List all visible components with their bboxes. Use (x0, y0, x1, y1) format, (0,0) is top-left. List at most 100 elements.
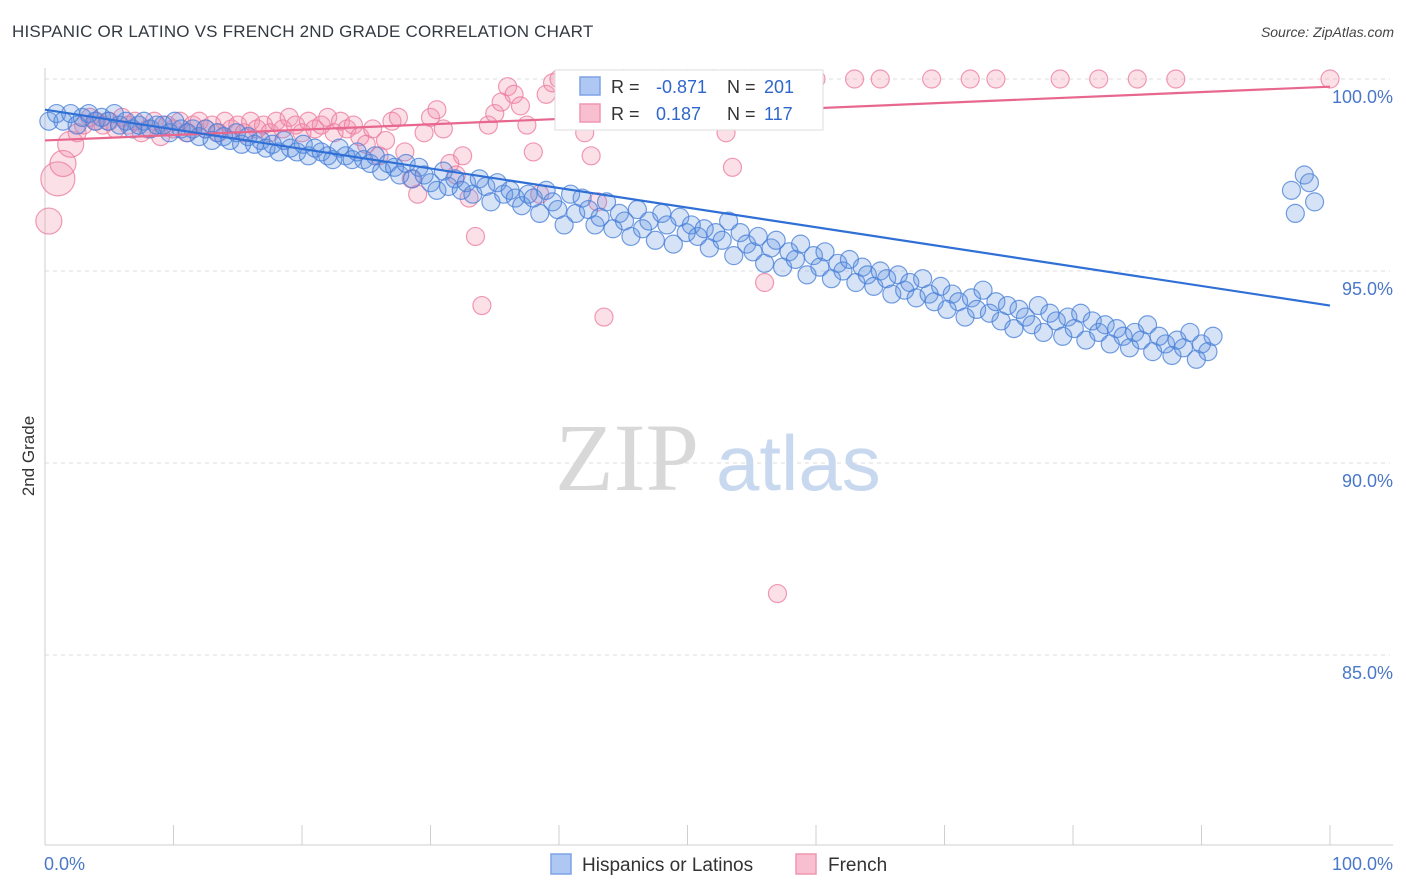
point-hispanic (1198, 342, 1218, 362)
point-hispanic (329, 138, 349, 158)
legend-french-swatch (795, 853, 817, 875)
point-hispanic (1082, 311, 1102, 331)
point-hispanic (961, 288, 982, 308)
point-hispanic (1281, 180, 1302, 200)
point-french (1127, 69, 1147, 89)
point-hispanic (1033, 322, 1054, 343)
point-hispanic (810, 257, 830, 277)
legend-blue-swatch (579, 76, 601, 96)
point-french (922, 69, 942, 89)
point-french (35, 207, 63, 235)
point-hispanic (1015, 307, 1036, 327)
point-hispanic (621, 226, 641, 247)
point-hispanic (445, 169, 465, 189)
point-hispanic (1071, 303, 1091, 323)
point-hispanic (554, 215, 574, 235)
point-french (1050, 69, 1070, 89)
legend-series: Hispanics or Latinos French (550, 853, 887, 876)
point-hispanic (986, 292, 1006, 312)
point-hispanic (815, 242, 835, 262)
point-hispanic (1191, 334, 1212, 354)
legend-pink-n-value: 117 (764, 104, 793, 124)
point-hispanic (1180, 322, 1200, 343)
point-hispanic (724, 246, 744, 266)
point-hispanic (1040, 303, 1060, 323)
point-french (215, 111, 235, 131)
point-french (343, 115, 363, 135)
point-hispanic (785, 249, 806, 270)
point-hispanic (870, 261, 890, 281)
point-hispanic (414, 165, 434, 185)
point-hispanic (937, 299, 957, 319)
point-hispanic (1009, 299, 1029, 319)
point-hispanic (790, 234, 811, 254)
point-hispanic (1304, 192, 1325, 212)
chart-title: HISPANIC OR LATINO VS FRENCH 2ND GRADE C… (12, 22, 594, 41)
legend-blue-r-label: R = (611, 77, 640, 97)
point-french (375, 130, 396, 151)
legend-blue-r-value: -0.871 (656, 77, 707, 97)
point-hispanic (766, 230, 786, 250)
point-hispanic (719, 211, 739, 231)
point-hispanic (1137, 315, 1158, 335)
point-hispanic (942, 284, 962, 304)
point-hispanic (518, 184, 538, 204)
point-hispanic (730, 223, 750, 243)
point-french (498, 77, 518, 97)
point-french (330, 111, 351, 131)
point-hispanic (955, 307, 975, 327)
point-french (581, 146, 601, 166)
point-hispanic (882, 284, 902, 304)
point-hispanic (427, 180, 447, 200)
point-hispanic (596, 192, 617, 212)
chart-source: Source: ZipAtlas.com (1260, 24, 1394, 40)
point-french (1166, 69, 1186, 89)
point-hispanic (1285, 203, 1305, 223)
point-french (523, 142, 543, 162)
point-hispanic (372, 161, 392, 181)
point-hispanic (1058, 307, 1078, 327)
y-tick-label: 95.0% (1342, 279, 1393, 299)
point-french (1320, 69, 1340, 89)
point-hispanic (1113, 326, 1133, 346)
x-tick-label: 0.0% (44, 854, 85, 874)
legend-blue-n-label: N = (727, 77, 756, 97)
point-hispanic (877, 269, 897, 289)
point-hispanic (833, 261, 853, 281)
point-hispanic (1203, 326, 1223, 346)
point-hispanic (104, 103, 124, 124)
tick-labels: 85.0% 90.0% 95.0% 100.0% 0.0% 100.0% (44, 87, 1393, 874)
legend-hispanic-swatch (550, 853, 572, 875)
point-french (189, 111, 209, 131)
point-hispanic (1107, 319, 1127, 339)
legend-pink-r-value: 0.187 (656, 104, 701, 124)
point-french (1089, 69, 1109, 89)
y-axis-label: 2nd Grade (19, 416, 38, 496)
point-hispanic (663, 234, 683, 254)
legend-blue-n-value: 201 (764, 77, 794, 97)
point-hispanic (681, 215, 701, 235)
point-french (253, 115, 274, 135)
point-french (453, 146, 473, 166)
point-hispanic (979, 303, 1000, 323)
point-french (844, 69, 865, 89)
point-hispanic (1186, 349, 1206, 369)
point-hispanic (1162, 345, 1182, 366)
point-french (767, 583, 788, 604)
point-hispanic (1004, 319, 1024, 339)
point-french (504, 84, 524, 104)
point-hispanic (694, 219, 714, 239)
point-french (594, 307, 614, 327)
trend-line-hispanic (44, 108, 1331, 307)
y-tick-label: 100.0% (1332, 87, 1393, 107)
x-tick-label: 100.0% (1332, 854, 1393, 874)
point-hispanic (1028, 295, 1048, 316)
point-hispanic (402, 169, 423, 189)
point-french (241, 111, 261, 131)
point-hispanic (748, 226, 768, 247)
point-hispanic (803, 246, 824, 266)
legend-pink-r-label: R = (611, 104, 640, 124)
y-tick-label: 85.0% (1342, 663, 1393, 683)
point-french (722, 157, 743, 177)
point-french (478, 115, 498, 135)
